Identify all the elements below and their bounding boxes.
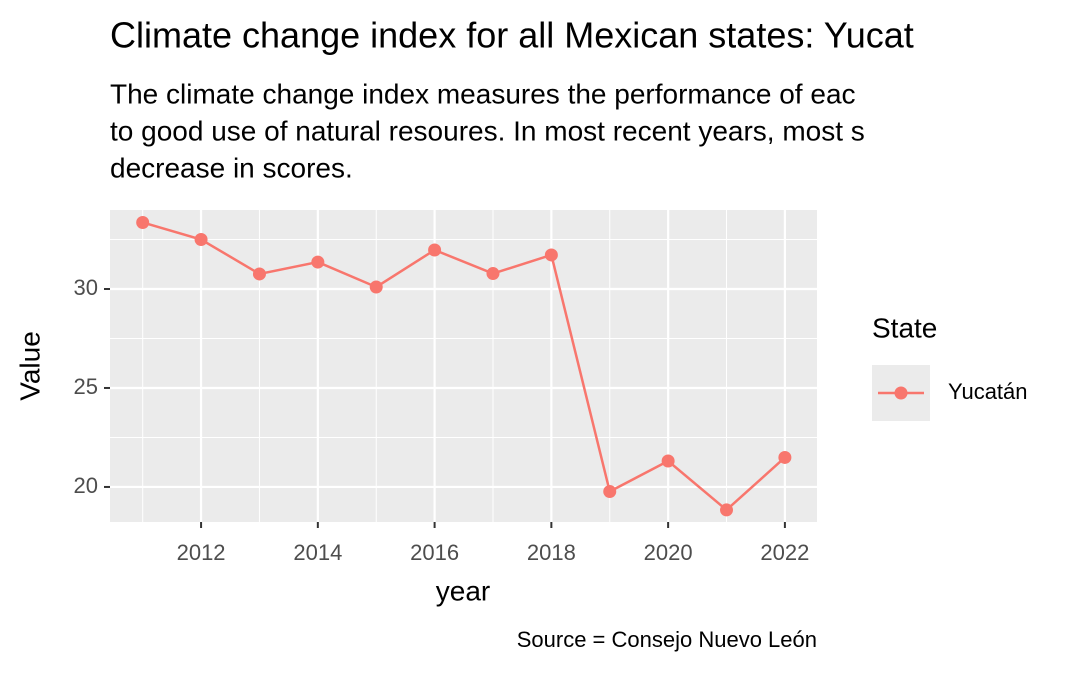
data-point xyxy=(252,267,266,281)
data-point xyxy=(369,280,383,294)
y-tick-label: 25 xyxy=(74,374,98,399)
data-point xyxy=(544,248,558,262)
data-point xyxy=(720,503,734,517)
chart-subtitle: The climate change index measures the pe… xyxy=(110,78,856,109)
x-tick-label: 2016 xyxy=(410,540,459,565)
data-point xyxy=(136,215,150,229)
data-point xyxy=(778,450,792,464)
y-tick-label: 30 xyxy=(74,275,98,300)
y-axis-label: Value xyxy=(14,331,45,401)
legend-point xyxy=(894,386,908,400)
data-point xyxy=(194,232,208,246)
x-axis-label: year xyxy=(436,575,490,606)
data-point xyxy=(428,243,442,257)
legend-title: State xyxy=(872,312,937,343)
x-tick-label: 2012 xyxy=(177,540,226,565)
chart-subtitle: to good use of natural resoures. In most… xyxy=(110,115,865,146)
data-point xyxy=(661,454,675,468)
data-point xyxy=(486,267,500,281)
data-point xyxy=(311,255,325,269)
x-tick-label: 2014 xyxy=(293,540,342,565)
caption: Source = Consejo Nuevo León xyxy=(517,627,817,652)
y-tick-label: 20 xyxy=(74,473,98,498)
series-line xyxy=(142,221,786,512)
x-tick-label: 2022 xyxy=(760,540,809,565)
chart-subtitle: decrease in scores. xyxy=(110,152,353,183)
chart-title: Climate change index for all Mexican sta… xyxy=(110,15,914,56)
data-point xyxy=(603,485,617,499)
plot-panel xyxy=(110,210,817,522)
legend-label: Yucatán xyxy=(948,379,1028,404)
x-tick-label: 2018 xyxy=(527,540,576,565)
x-tick-label: 2020 xyxy=(644,540,693,565)
